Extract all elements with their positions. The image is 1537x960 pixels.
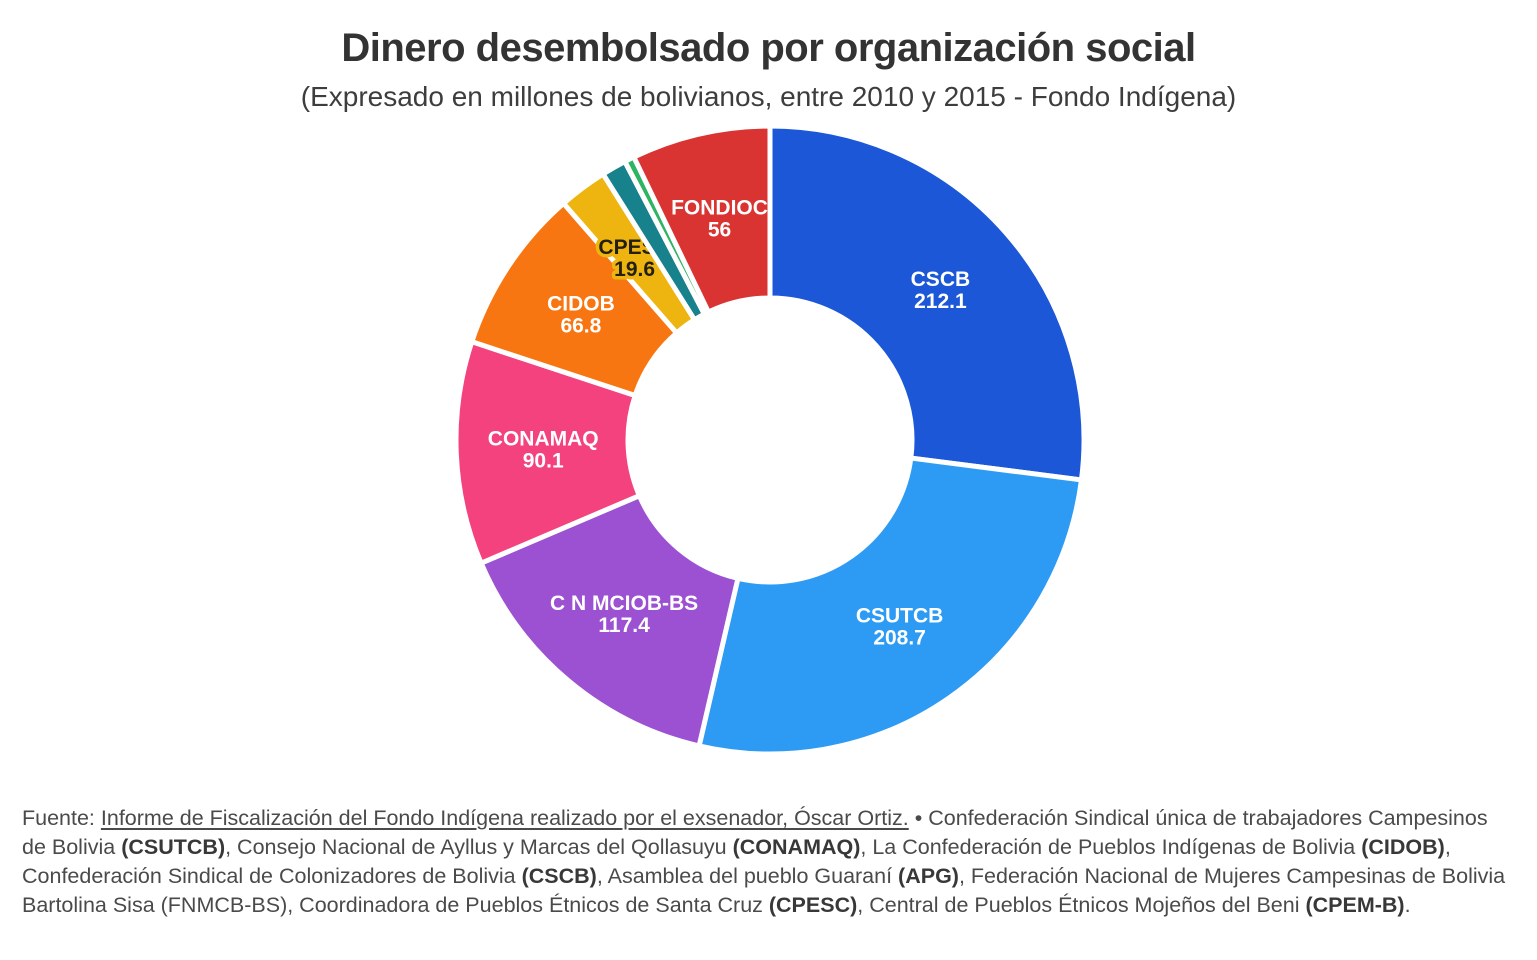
source-note-segment: , Central de Pueblos Étnicos Mojeños del… bbox=[857, 893, 1306, 917]
pie-slice-cscb[interactable] bbox=[767, 123, 1087, 483]
pie-slice-conamaq[interactable] bbox=[453, 339, 642, 566]
donut-chart: CSCB 212.1 CSUTCB 208.7 C N MCIOB-BS 117.4 CON… bbox=[0, 115, 1537, 771]
org-acronym: (CPEM-B) bbox=[1305, 893, 1405, 917]
donut-svg: CSCB 212.1 CSUTCB 208.7 C N MCIOB-BS 117.4 CON… bbox=[453, 123, 1087, 757]
pie-slice-fondioc[interactable] bbox=[631, 123, 773, 315]
slice-label-csutcb: CSUTCB 208.7 bbox=[856, 604, 944, 649]
page-title: Dinero desembolsado por organización soc… bbox=[341, 26, 1196, 70]
pie-slice-c-n-mciob-bs[interactable] bbox=[478, 493, 741, 749]
org-acronym: (CSCB) bbox=[521, 864, 597, 888]
source-note-segment: , Confederación Sindical de Colonizadore… bbox=[22, 835, 1451, 888]
slice-label-cscb: CSCB 212.1 bbox=[911, 268, 971, 313]
org-acronym: (CONAMAQ) bbox=[732, 835, 861, 859]
pie-slice-csutcb[interactable] bbox=[696, 455, 1084, 757]
source-note-text: Fuente: Informe de Fiscalización del Fon… bbox=[22, 804, 1516, 920]
source-note-segment: , Consejo Nacional de Ayllus y Marcas de… bbox=[225, 835, 733, 859]
org-acronym: (CPESC) bbox=[768, 893, 858, 917]
source-note-segment: . bbox=[1404, 893, 1411, 917]
source-report-link[interactable]: Informe de Fiscalización del Fondo Indíg… bbox=[100, 806, 909, 830]
slice-label-c-n-mciob-bs: C N MCIOB-BS 117.4 bbox=[550, 592, 698, 637]
source-note-segment: • Confederación Sindical única de trabaj… bbox=[22, 806, 1488, 859]
source-note-segment: , Asamblea del pueblo Guaraní bbox=[596, 864, 899, 888]
slice-label-cidob: CIDOB 66.8 bbox=[547, 293, 615, 338]
chart-header: Dinero desembolsado por organización soc… bbox=[0, 0, 1537, 113]
slice-label-conamaq: CONAMAQ 90.1 bbox=[488, 428, 599, 473]
source-note-segment: Fuente: bbox=[22, 806, 101, 830]
source-note: Fuente: Informe de Fiscalización del Fon… bbox=[22, 804, 1516, 920]
org-acronym: (APG) bbox=[898, 864, 959, 888]
source-note-segment: , La Confederación de Pueblos Indígenas … bbox=[860, 835, 1362, 859]
slice-label-fondioc: FONDIOC 56 bbox=[671, 197, 768, 242]
page-subtitle: (Expresado en millones de bolivianos, en… bbox=[300, 81, 1237, 112]
org-acronym: (CSUTCB) bbox=[121, 835, 226, 859]
org-acronym: (CIDOB) bbox=[1361, 835, 1445, 859]
source-note-segment: , Federación Nacional de Mujeres Campesi… bbox=[22, 864, 1506, 917]
